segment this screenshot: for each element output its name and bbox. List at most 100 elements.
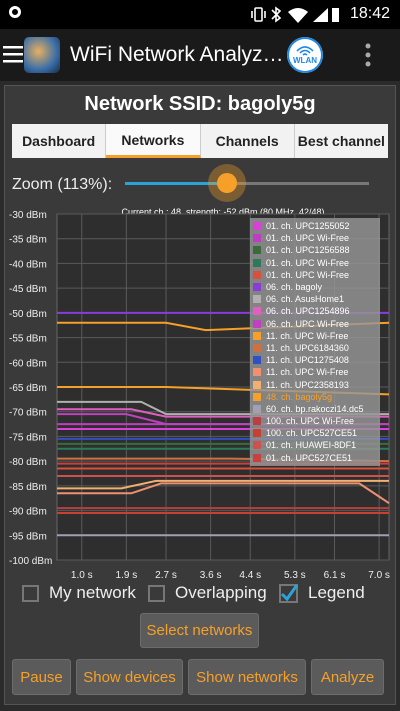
- x-tick-label: 5.3 s: [284, 570, 306, 581]
- show-devices-button[interactable]: Show devices: [76, 659, 183, 695]
- legend-swatch: [253, 331, 261, 340]
- legend-label: 06. ch. UPC Wi-Free: [266, 318, 350, 329]
- legend-swatch: [253, 246, 261, 255]
- status-icons: [251, 6, 339, 23]
- legend-label: 11. ch. UPC Wi-Free: [266, 367, 349, 378]
- legend-item: 01. ch. UPC Wi-Free: [250, 257, 380, 269]
- legend-swatch: [253, 283, 261, 292]
- more-options-icon[interactable]: [364, 43, 372, 67]
- tab-dashboard[interactable]: Dashboard: [12, 124, 107, 158]
- legend-item: 01. ch. UPC1255052: [250, 220, 380, 232]
- legend-swatch: [253, 368, 261, 377]
- tab-best-channel[interactable]: Best channel: [297, 133, 385, 149]
- zoom-slider-thumb[interactable]: [217, 173, 238, 193]
- zoom-slider[interactable]: [125, 173, 369, 193]
- y-tick-label: -100 dBm: [9, 556, 52, 567]
- checkbox-box[interactable]: [148, 584, 165, 602]
- legend-item: 11. ch. UPC6184360: [250, 342, 380, 354]
- status-bar: 18:42: [0, 0, 400, 29]
- legend-swatch: [253, 295, 261, 304]
- pause-button[interactable]: Pause: [12, 659, 71, 695]
- y-tick-label: -45 dBm: [9, 284, 47, 295]
- app-logo-icon: [24, 37, 60, 73]
- legend-label: 48. ch. bagoly5g: [266, 391, 333, 402]
- legend-label: 01. ch. UPC527CE51: [266, 452, 353, 463]
- y-tick-label: -75 dBm: [9, 432, 47, 443]
- y-tick-label: -55 dBm: [9, 334, 47, 345]
- app-title: WiFi Network Analyz…: [70, 43, 284, 66]
- clock: 18:42: [349, 5, 390, 22]
- legend-label: 60. ch. bp.rakoczi14.dc5: [266, 403, 364, 414]
- y-tick-label: -65 dBm: [9, 383, 47, 394]
- app-bar: WiFi Network Analyz… WLAN: [0, 29, 400, 81]
- chart-info: Current ch.: 48, strength: -52 dBm (80 M…: [121, 207, 325, 217]
- legend-item: 11. ch. UPC Wi-Free: [250, 330, 380, 342]
- legend-item: 100. ch. UPC527CE51: [250, 427, 380, 439]
- legend-label: 01. ch. UPC1256588: [266, 245, 350, 256]
- legend-swatch: [253, 417, 261, 426]
- legend-item: 01. ch. UPC Wi-Free: [250, 269, 380, 281]
- tab-bar: Dashboard Networks Channels Best channel: [12, 124, 388, 158]
- checkbox-box[interactable]: [22, 584, 39, 602]
- ssid-title: Network SSID: bagoly5g: [84, 93, 316, 115]
- signal-icon: [313, 8, 328, 22]
- y-tick-label: -40 dBm: [9, 259, 47, 270]
- legend-swatch: [253, 270, 261, 279]
- overlapping-checkbox[interactable]: Overlapping: [148, 583, 267, 603]
- legend-swatch: [253, 453, 261, 462]
- x-tick-label: 7.0 s: [368, 570, 390, 581]
- y-tick-label: -30 dBm: [9, 210, 47, 221]
- legend-swatch: [253, 319, 261, 328]
- legend-label: 11. ch. UPC2358193: [266, 379, 349, 390]
- tab-channels[interactable]: Channels: [201, 124, 295, 158]
- chart-legend: 01. ch. UPC1255052 01. ch. UPC Wi-Free 01.…: [250, 218, 380, 466]
- legend-label: 100. ch. UPC527CE51: [266, 428, 358, 439]
- legend-item: 06. ch. AsusHome1: [250, 293, 380, 305]
- legend-item: 06. ch. bagoly: [250, 281, 380, 293]
- bluetooth-icon: [271, 6, 282, 23]
- legend-item: 48. ch. bagoly5g: [250, 391, 380, 403]
- legend-label: 11. ch. UPC Wi-Free: [266, 330, 349, 341]
- legend-label: 11. ch. UPC6184360: [266, 342, 349, 353]
- legend-swatch: [253, 356, 261, 365]
- zoom-slider-fill: [125, 182, 228, 185]
- tab-networks[interactable]: Networks: [106, 124, 201, 158]
- y-tick-label: -95 dBm: [9, 531, 47, 542]
- legend-label: Legend: [308, 583, 365, 602]
- legend-label: 01. ch. HUAWEI-8DF1: [266, 440, 357, 451]
- legend-label: 06. ch. bagoly: [266, 282, 323, 293]
- wlan-button[interactable]: WLAN: [287, 37, 323, 73]
- analyze-button[interactable]: Analyze: [311, 659, 384, 695]
- legend-swatch: [253, 343, 261, 352]
- y-tick-label: -85 dBm: [9, 482, 47, 493]
- menu-icon[interactable]: [3, 45, 23, 63]
- x-tick-label: 6.1 s: [324, 570, 346, 581]
- y-tick-label: -90 dBm: [9, 507, 47, 518]
- my-network-label: My network: [49, 583, 136, 602]
- my-network-checkbox[interactable]: My network: [22, 583, 136, 603]
- legend-swatch: [253, 380, 261, 389]
- legend-label: 01. ch. UPC Wi-Free: [266, 269, 350, 280]
- legend-item: 01. ch. UPC527CE51: [250, 452, 380, 464]
- wifi-icon: [296, 45, 314, 56]
- legend-item: 60. ch. bp.rakoczi14.dc5: [250, 403, 380, 415]
- overlapping-label: Overlapping: [175, 583, 267, 602]
- select-networks-button[interactable]: Select networks: [140, 613, 259, 648]
- legend-label: 01. ch. UPC Wi-Free: [266, 233, 350, 244]
- legend-swatch: [253, 234, 261, 243]
- battery-icon: [332, 8, 339, 22]
- y-tick-label: -70 dBm: [9, 408, 47, 419]
- legend-swatch: [253, 222, 261, 231]
- legend-item: 01. ch. UPC1256588: [250, 244, 380, 256]
- checkmark-icon[interactable]: [279, 583, 298, 603]
- legend-label: 01. ch. UPC Wi-Free: [266, 257, 350, 268]
- legend-swatch: [253, 258, 261, 267]
- legend-item: 01. ch. UPC Wi-Free: [250, 232, 380, 244]
- legend-checkbox[interactable]: Legend: [279, 583, 365, 603]
- vibrate-icon: [251, 7, 266, 22]
- show-networks-button[interactable]: Show networks: [188, 659, 306, 695]
- y-tick-label: -80 dBm: [9, 457, 47, 468]
- legend-label: 06. ch. AsusHome1: [266, 294, 345, 305]
- legend-swatch: [253, 429, 261, 438]
- legend-swatch: [253, 392, 261, 401]
